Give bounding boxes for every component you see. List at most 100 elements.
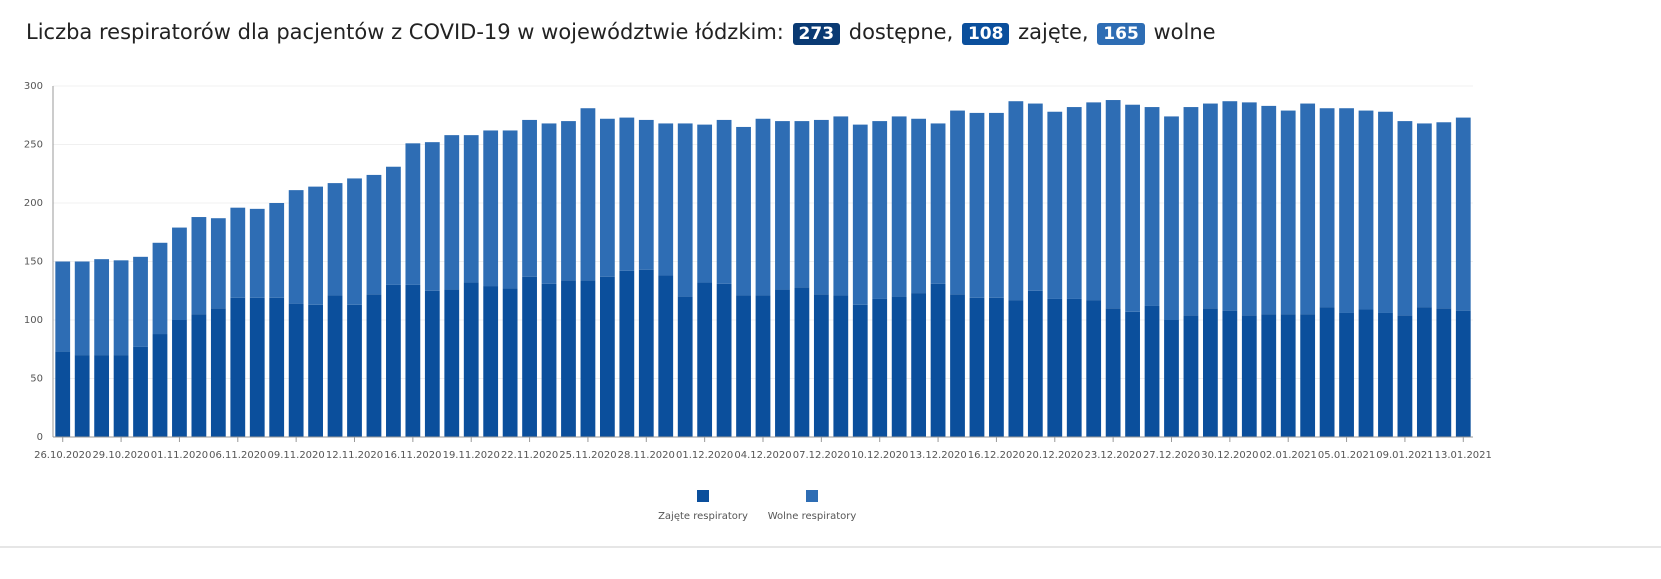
x-tick-label: 22.11.2020 <box>501 450 558 461</box>
x-tick-label: 19.11.2020 <box>443 450 500 461</box>
x-tick-label: 27.12.2020 <box>1143 450 1200 461</box>
bar-segment <box>736 295 751 437</box>
bar-segment <box>1125 311 1140 437</box>
bar-segment <box>522 119 537 277</box>
bar-segment <box>230 297 246 437</box>
x-tick-label: 30.12.2020 <box>1201 450 1258 461</box>
bar-segment <box>677 296 693 437</box>
y-tick-label: 0 <box>37 432 43 443</box>
bar-segment <box>113 260 129 356</box>
bar-segment <box>969 112 985 298</box>
bar-segment <box>872 298 888 437</box>
bar-segment <box>969 297 985 437</box>
bar-segment <box>308 304 323 437</box>
bar-segment <box>1280 314 1296 437</box>
bar-segment <box>1086 300 1102 437</box>
bar-segment <box>1066 298 1082 437</box>
bar-segment <box>1339 108 1354 313</box>
title: Liczba respiratorów dla pacjentów z COVI… <box>26 20 784 44</box>
bar-segment <box>911 293 927 437</box>
x-tick-label: 20.12.2020 <box>1026 450 1083 461</box>
x-tick-label: 02.01.2021 <box>1260 450 1317 461</box>
bar-segment <box>1222 101 1238 311</box>
bar-segment <box>483 130 499 287</box>
bar-segment <box>386 284 401 437</box>
bar-segment <box>463 282 479 437</box>
bar-segment <box>366 174 382 295</box>
bar-segment <box>74 355 90 437</box>
legend-label: Wolne respiratory <box>768 511 857 522</box>
bar-segment <box>872 121 888 299</box>
x-tick-label: 25.11.2020 <box>559 450 616 461</box>
bar-segment <box>1300 103 1316 315</box>
bar-segment <box>658 123 674 276</box>
bar-segment <box>133 256 148 347</box>
bar-segment <box>210 218 226 309</box>
bar-segment <box>1008 300 1024 437</box>
bar-segment <box>599 118 615 277</box>
bar-segment <box>327 295 343 437</box>
bar-segment <box>755 295 771 437</box>
bar-segment <box>210 308 226 437</box>
bar-segment <box>1105 100 1121 309</box>
bar-segment <box>716 283 732 437</box>
bar-segment <box>1261 314 1277 437</box>
legend-swatch <box>806 490 818 502</box>
bar-segment <box>1319 108 1335 308</box>
bar-segment <box>269 203 285 298</box>
bar-segment <box>852 304 868 437</box>
bar-segment <box>191 314 207 437</box>
bar-segment <box>580 280 596 437</box>
bar-segment <box>366 294 382 437</box>
bar-segment <box>405 284 421 437</box>
bar-segment <box>502 288 518 437</box>
bar-segment <box>755 118 771 296</box>
x-tick-label: 09.01.2021 <box>1376 450 1433 461</box>
x-tick-label: 07.12.2020 <box>793 450 850 461</box>
bar-segment <box>152 334 168 437</box>
bar-segment <box>1339 312 1354 437</box>
bar-segment <box>950 294 965 437</box>
x-tick-label: 13.01.2021 <box>1435 450 1492 461</box>
label: dostępne, <box>848 20 954 44</box>
bar-segment <box>677 123 693 297</box>
x-tick-label: 05.01.2021 <box>1318 450 1375 461</box>
x-tick-label: 06.11.2020 <box>209 450 266 461</box>
bar-segment <box>1436 308 1452 437</box>
bar-segment <box>561 280 576 437</box>
x-tick-label: 29.10.2020 <box>92 450 149 461</box>
bar-segment <box>133 346 148 437</box>
bar-segment <box>483 286 499 437</box>
header: Liczba respiratorów dla pacjentów z COVI… <box>26 20 1216 45</box>
bar-segment <box>1164 116 1179 320</box>
bar-segment <box>288 303 304 437</box>
bar-segment <box>152 242 168 335</box>
bar-segment <box>288 190 304 304</box>
badge-available: 273 <box>792 23 841 45</box>
x-tick-label: 16.12.2020 <box>968 450 1025 461</box>
bar-segment <box>55 261 71 352</box>
bar-segment <box>1008 101 1024 301</box>
badge-free: 165 <box>1097 23 1145 45</box>
x-tick-label: 09.11.2020 <box>268 450 325 461</box>
bar-segment <box>502 130 518 289</box>
bar-segment <box>1164 320 1179 437</box>
x-tick-label: 16.11.2020 <box>384 450 441 461</box>
y-tick-label: 100 <box>24 315 43 326</box>
bar-segment <box>1358 309 1374 437</box>
bar-segment <box>580 108 596 281</box>
bar-segment <box>638 119 654 270</box>
badge-occupied: 108 <box>961 23 1010 45</box>
bar-segment <box>1261 105 1277 315</box>
y-tick-label: 50 <box>30 374 43 385</box>
bar-segment <box>55 351 71 437</box>
bar-segment <box>327 183 343 296</box>
y-tick-label: 150 <box>24 257 43 268</box>
bar-segment <box>697 282 713 437</box>
bar-segment <box>1086 102 1102 301</box>
x-tick-label: 13.12.2020 <box>909 450 966 461</box>
x-tick-label: 04.12.2020 <box>734 450 791 461</box>
bar-segment <box>1416 123 1432 308</box>
bar-segment <box>1183 315 1199 437</box>
